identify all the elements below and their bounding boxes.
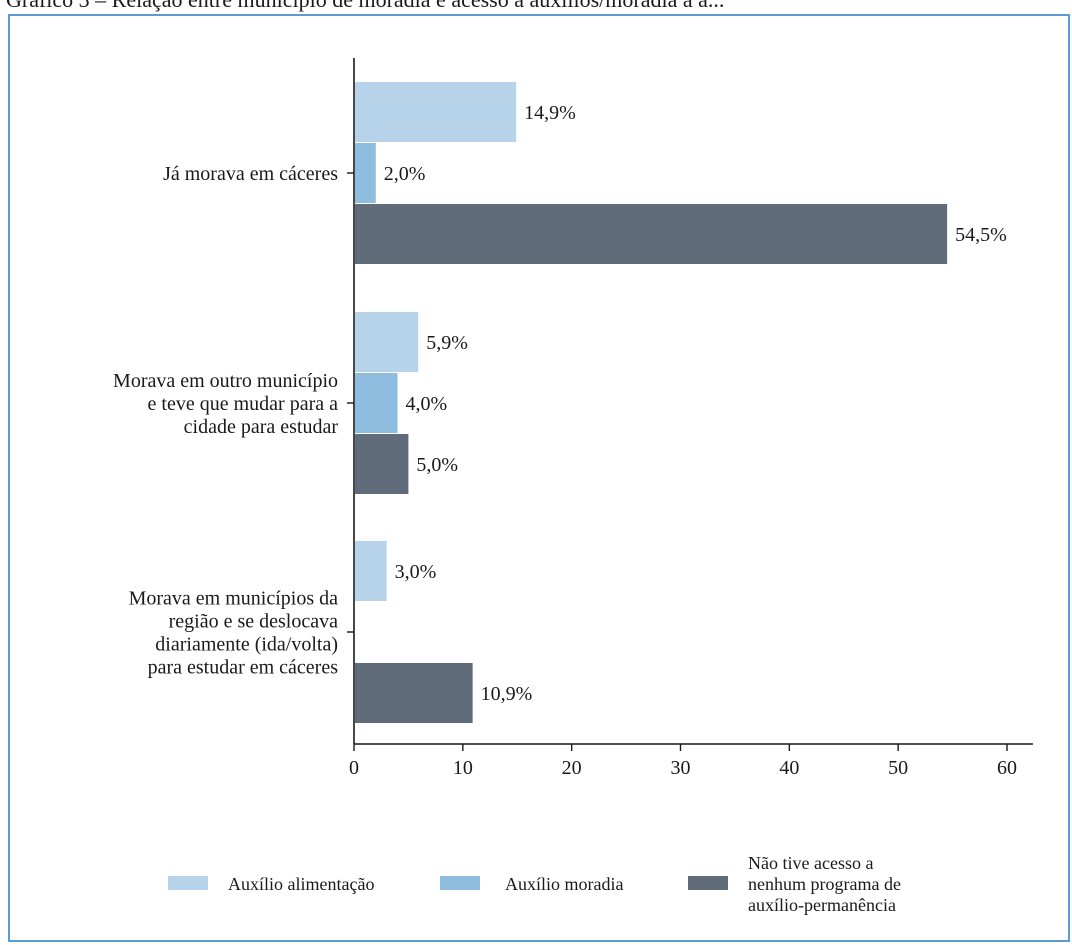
category-label: para estudar em cáceres (148, 657, 339, 679)
legend-label: nenhum programa de (748, 874, 901, 894)
legend-label: Auxílio moradia (505, 874, 623, 894)
legend-label: auxílio-permanência (748, 895, 896, 915)
bar (355, 663, 473, 723)
x-tick-label: 40 (779, 757, 799, 779)
x-tick-label: 30 (671, 757, 691, 779)
data-label: 3,0% (395, 561, 437, 583)
legend-label: Auxílio alimentação (228, 874, 374, 894)
x-tick-label: 50 (888, 757, 908, 779)
category-label: Morava em municípios da (129, 588, 339, 610)
data-label: 54,5% (955, 224, 1007, 246)
category-label: Morava em outro município (113, 370, 338, 392)
category-label: região e se deslocava (169, 611, 338, 633)
bar (355, 312, 419, 372)
category-label: e teve que mudar para a (148, 393, 339, 415)
legend-swatch (168, 876, 208, 890)
legend-swatch (688, 876, 728, 890)
bar (355, 143, 376, 203)
x-tick-label: 0 (349, 757, 359, 779)
data-label: 10,9% (481, 683, 533, 705)
category-label: Já morava em cáceres (163, 163, 338, 185)
bar (355, 434, 409, 494)
legend-swatch (440, 876, 480, 890)
legend-label: Não tive acesso a (748, 853, 873, 873)
chart-title: Gráfico 3 – Relação entre município de m… (0, 0, 1072, 13)
data-label: 2,0% (384, 163, 426, 185)
bar (355, 373, 398, 433)
bar (355, 204, 948, 264)
data-label: 5,0% (416, 454, 458, 476)
chart-frame: 0 10 20 30 40 50 60 Já morava em cáceres 14,9% 2,… (8, 14, 1070, 942)
bar (355, 541, 387, 601)
chart-svg: 0 10 20 30 40 50 60 Já morava em cáceres 14,9% 2,… (113, 58, 1033, 915)
data-label: 4,0% (406, 393, 448, 415)
data-label: 14,9% (524, 102, 576, 124)
x-tick-label: 60 (997, 757, 1017, 779)
category-label: diariamente (ida/volta) (155, 634, 338, 656)
x-tick-label: 10 (453, 757, 473, 779)
bar (355, 82, 517, 142)
x-tick-label: 20 (562, 757, 582, 779)
data-label: 5,9% (426, 332, 468, 354)
category-label: cidade para estudar (184, 416, 339, 438)
